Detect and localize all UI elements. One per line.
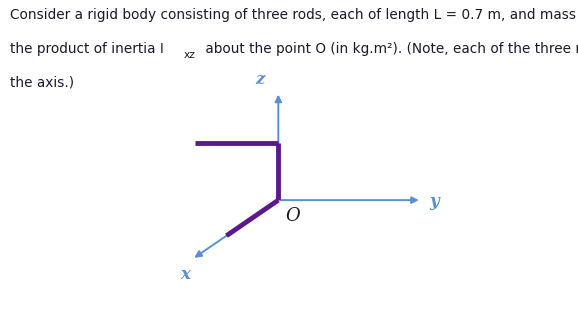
Text: xz: xz [184, 50, 196, 60]
Text: O: O [285, 207, 300, 224]
Text: x: x [180, 266, 190, 283]
Text: y: y [429, 193, 439, 210]
Text: the axis.): the axis.) [10, 75, 75, 89]
Text: the product of inertia I: the product of inertia I [10, 42, 164, 56]
Text: Consider a rigid body consisting of three rods, each of length L = 0.7 m, and ma: Consider a rigid body consisting of thre… [10, 8, 578, 22]
Text: about the point O (in kg.m²). (Note, each of the three rods is along one of: about the point O (in kg.m²). (Note, eac… [201, 42, 578, 56]
Text: z: z [255, 71, 265, 88]
